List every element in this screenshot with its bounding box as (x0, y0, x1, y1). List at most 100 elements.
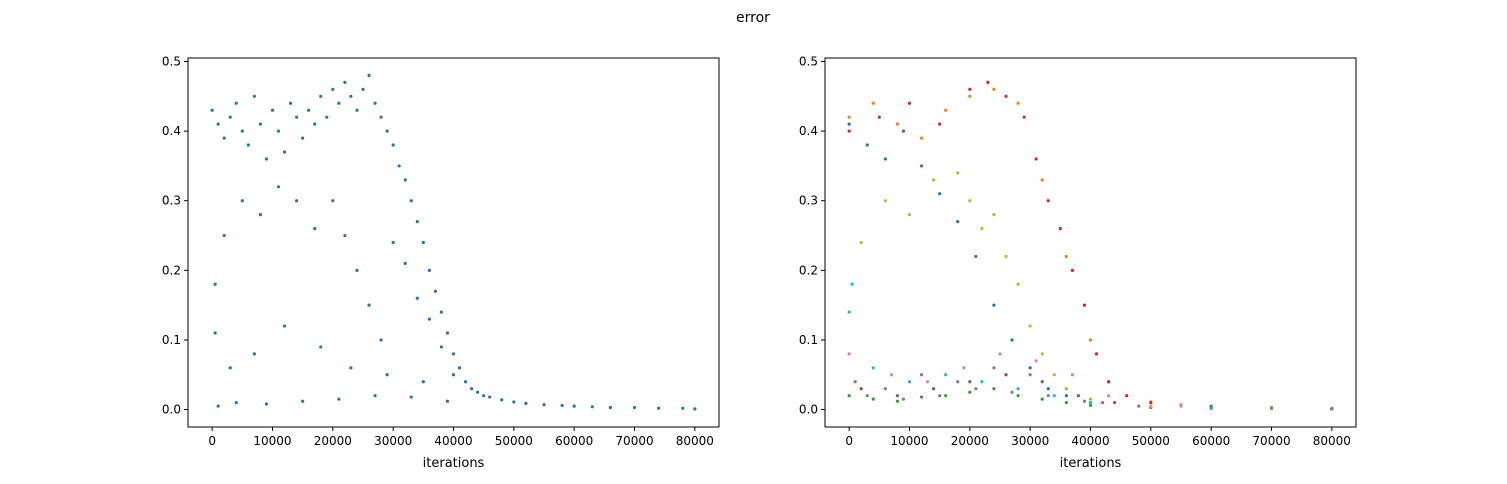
scatter-point (1064, 254, 1068, 259)
scatter-point (1107, 394, 1111, 398)
axes-frame (824, 57, 1357, 428)
scatter-point (883, 157, 887, 161)
scatter-point (1010, 390, 1014, 394)
scatter-point (282, 150, 287, 154)
scatter-point (974, 254, 978, 259)
scatter-point (865, 143, 869, 147)
scatter-point (1052, 394, 1056, 398)
scatter-point (1004, 254, 1008, 259)
x-tick-label: 60000 (1192, 434, 1230, 448)
scatter-point (258, 213, 263, 217)
scatter-point (216, 404, 220, 408)
scatter-point (1052, 373, 1056, 377)
scatter-point (270, 108, 275, 112)
scatter-point (295, 115, 299, 119)
scatter-point (1016, 394, 1020, 398)
scatter-series (847, 87, 1334, 410)
scatter-point (968, 380, 972, 384)
scatter-point (319, 345, 323, 349)
scatter-point (847, 115, 851, 119)
scatter-point (1088, 403, 1093, 408)
scatter-point (883, 387, 887, 391)
scatter-point (222, 233, 226, 238)
scatter-point (871, 397, 875, 401)
scatter-point (349, 366, 353, 370)
scatter-point (895, 399, 900, 403)
scatter-point (331, 87, 335, 91)
scatter-point (258, 122, 263, 126)
scatter-point (1004, 94, 1008, 98)
scatter-series (210, 73, 697, 411)
axes-frame (187, 57, 720, 428)
scatter-point (482, 394, 486, 398)
y-tick-label: 0.5 (162, 54, 181, 68)
scatter-point (1040, 380, 1044, 384)
scatter-point (1028, 324, 1032, 328)
x-tick-label: 40000 (434, 434, 472, 448)
scatter-point (240, 129, 244, 133)
scatter-point (524, 401, 528, 405)
scatter-point (847, 310, 851, 314)
scatter-point (847, 122, 851, 126)
scatter-point (992, 213, 996, 217)
x-axis-label: iterations (423, 456, 485, 471)
scatter-point (463, 380, 468, 384)
scatter-point (1076, 394, 1081, 398)
scatter-point (427, 268, 431, 272)
scatter-point (974, 387, 978, 391)
scatter-point (397, 164, 401, 168)
scatter-point (956, 171, 960, 175)
scatter-point (907, 380, 912, 384)
scatter-point (313, 122, 317, 126)
scatter-point (313, 226, 317, 231)
scatter-point (1010, 338, 1014, 342)
scatter-point (295, 199, 299, 203)
scatter-point (944, 373, 948, 377)
scatter-point (439, 310, 444, 314)
scatter-point (213, 282, 217, 286)
scatter-point (847, 352, 851, 356)
scatter-point (938, 394, 942, 398)
scatter-point (439, 345, 444, 349)
x-tick-label: 40000 (1071, 434, 1109, 448)
scatter-point (1330, 407, 1334, 411)
scatter-point (895, 394, 900, 398)
scatter-point (1040, 352, 1044, 356)
scatter-point (847, 394, 851, 398)
scatter-point (968, 199, 972, 203)
scatter-point (956, 220, 960, 224)
scatter-point (445, 331, 450, 335)
scatter-point (925, 380, 930, 384)
scatter-point (1088, 338, 1093, 342)
scatter-point (1046, 199, 1050, 203)
scatter-point (355, 108, 359, 112)
scatter-series (865, 387, 1274, 410)
scatter-point (895, 122, 900, 126)
scatter-point (409, 395, 413, 399)
scatter-point (252, 94, 256, 98)
y-tick-label: 0.3 (162, 194, 181, 208)
y-tick-label: 0.4 (162, 124, 181, 138)
scatter-point (1064, 387, 1068, 391)
y-tick-label: 0.5 (799, 54, 818, 68)
scatter-point (385, 129, 389, 133)
scatter-point (1179, 404, 1183, 408)
scatter-point (1046, 387, 1050, 391)
scatter-point (331, 199, 335, 203)
scatter-point (1064, 401, 1068, 405)
scatter-point (264, 402, 269, 406)
scatter-point (992, 87, 996, 91)
scatter-point (542, 403, 546, 407)
scatter-point (445, 399, 450, 403)
scatter-point (608, 405, 612, 410)
scatter-point (343, 233, 347, 238)
scatter-point (301, 136, 305, 140)
scatter-point (1107, 380, 1111, 384)
scatter-point (883, 199, 887, 203)
scatter-point (560, 403, 564, 408)
scatter-point (1082, 399, 1087, 403)
scatter-point (956, 380, 960, 384)
y-tick-label: 0.1 (162, 333, 181, 347)
scatter-point (409, 199, 413, 203)
